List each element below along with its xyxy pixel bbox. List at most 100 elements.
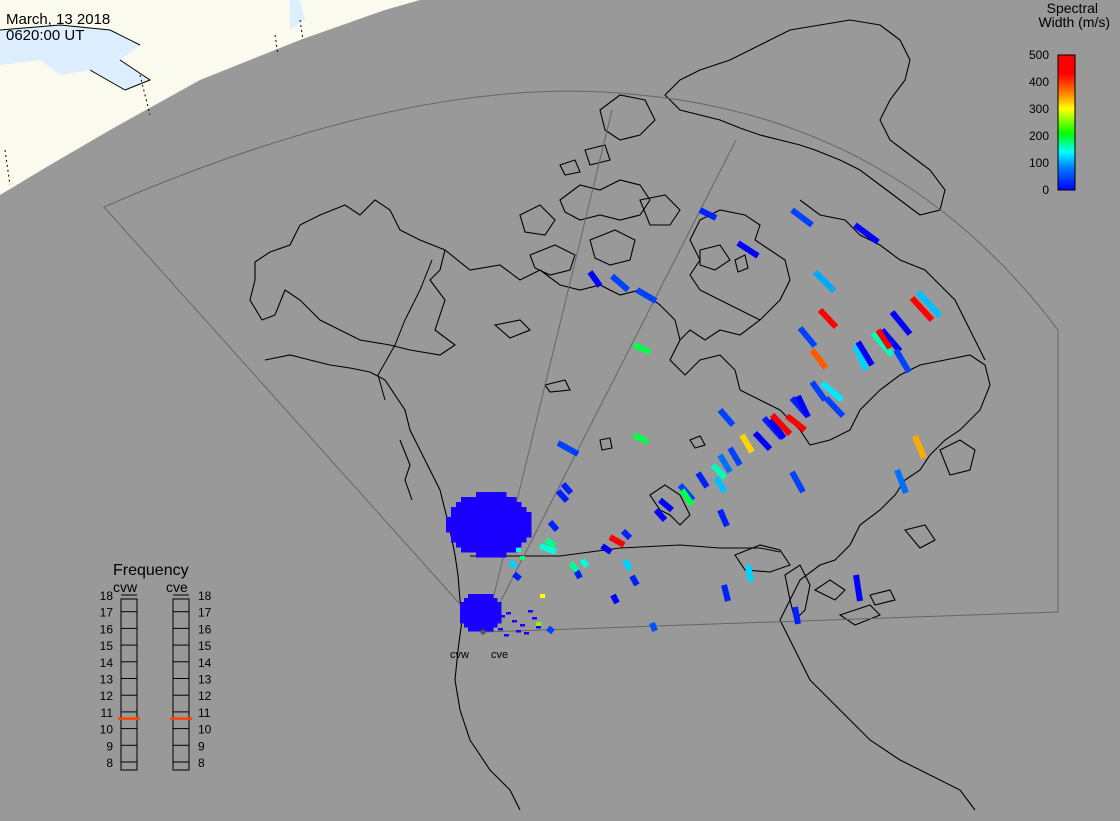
backscatter-cell (468, 614, 474, 620)
backscatter-cell (506, 497, 512, 503)
backscatter-cell (468, 618, 474, 624)
backscatter-cell (460, 606, 466, 612)
colorbar-tick-label: 400 (1029, 75, 1049, 89)
backscatter-cell (501, 537, 507, 543)
backscatter-cell (451, 517, 457, 523)
backscatter-cell (476, 522, 482, 528)
backscatter-cell (870, 331, 895, 357)
backscatter-cell (512, 620, 517, 623)
daylight-region (0, 0, 420, 195)
backscatter-cell (480, 602, 486, 608)
frequency-tick-label: 15 (198, 639, 212, 653)
backscatter-cell (486, 542, 492, 548)
backscatter-cell (817, 307, 839, 330)
backscatter-cell (461, 517, 467, 523)
backscatter-cell (516, 502, 522, 508)
backscatter-cell (526, 522, 532, 528)
backscatter-cell (879, 328, 903, 353)
backscatter-cell (516, 527, 522, 533)
backscatter-cell (472, 598, 478, 604)
backscatter-cell (501, 517, 507, 523)
backscatter-cell (461, 502, 467, 508)
backscatter-cell (506, 537, 512, 543)
colorbar-gradient (1057, 54, 1076, 191)
backscatter-cell (496, 517, 502, 523)
backscatter-cell (579, 558, 590, 568)
backscatter-cell (480, 626, 486, 632)
backscatter-cell (471, 547, 477, 553)
backscatter-cell (476, 610, 482, 616)
backscatter-cell (461, 527, 467, 533)
frequency-tick-label: 9 (106, 739, 113, 753)
backscatter-cell (481, 517, 487, 523)
backscatter-cell (456, 502, 462, 508)
backscatter-cell (486, 512, 492, 518)
backscatter-cell (484, 598, 490, 604)
backscatter-cell (852, 343, 869, 372)
backscatter-cell (481, 507, 487, 513)
backscatter-cell (464, 622, 470, 628)
backscatter-cell (466, 517, 472, 523)
backscatter-cell (471, 517, 477, 523)
backscatter-cell (466, 527, 472, 533)
backscatter-cell (472, 606, 478, 612)
date-label: March, 13 2018 (6, 11, 110, 28)
backscatter-cell (496, 502, 502, 508)
timestamp: March, 13 2018 0620:00 UT (6, 11, 110, 44)
backscatter-cell (501, 532, 507, 538)
backscatter-cell (915, 289, 943, 319)
backscatter-cell (468, 602, 474, 608)
backscatter-cell (460, 602, 466, 608)
backscatter-cell (480, 606, 486, 612)
frequency-tick-label: 13 (198, 673, 212, 687)
backscatter-cell (511, 522, 517, 528)
backscatter-cell (484, 618, 490, 624)
frequency-bar-cvw (120, 598, 138, 771)
backscatter-cell (506, 522, 512, 528)
backscatter-cell (466, 497, 472, 503)
backscatter-cell (461, 537, 467, 543)
backscatter-cell (484, 626, 490, 632)
backscatter-cell (488, 610, 494, 616)
backscatter-cell (635, 287, 658, 304)
backscatter-cell (484, 594, 490, 600)
backscatter-cell (679, 488, 695, 507)
backscatter-cell (488, 598, 494, 604)
backscatter-cell (451, 527, 457, 533)
backscatter-cell (466, 512, 472, 518)
backscatter-cell (512, 571, 522, 582)
frequency-panel: Frequency cvw cve 18 18 17 17 16 16 15 15 14 14 13… (100, 562, 212, 771)
frequency-tick-label: 16 (198, 622, 212, 636)
backscatter-cell (785, 413, 807, 433)
backscatter-cell (809, 348, 829, 370)
frequency-tick-label: 17 (198, 606, 212, 620)
backscatter-cell (521, 522, 527, 528)
backscatter-cell (909, 295, 935, 323)
political-borders (377, 259, 781, 557)
backscatter-cell (501, 522, 507, 528)
backscatter-cell (516, 548, 521, 552)
frequency-tick-label: 12 (100, 689, 114, 703)
backscatter-cell (480, 622, 486, 628)
backscatter-cell (547, 520, 560, 532)
backscatter-cell (492, 618, 498, 624)
backscatter-cell (496, 527, 502, 533)
backscatter-cell (488, 606, 494, 612)
backscatter-cell (568, 561, 580, 573)
backscatter-cell (532, 617, 537, 620)
backscatter-cell (504, 634, 509, 637)
backscatter-cell (653, 507, 668, 523)
backscatter-cell (471, 532, 477, 538)
backscatter-cell (456, 527, 462, 533)
backscatter-cell (491, 507, 497, 513)
backscatter-cell (536, 626, 541, 629)
backscatter-cell (451, 512, 457, 518)
backscatter-cell (472, 622, 478, 628)
backscatter-cell (476, 552, 482, 558)
backscatter-cell (745, 564, 754, 583)
backscatter-cell (466, 522, 472, 528)
frequency-tick-label: 14 (198, 656, 212, 670)
backscatter-cell (496, 507, 502, 513)
